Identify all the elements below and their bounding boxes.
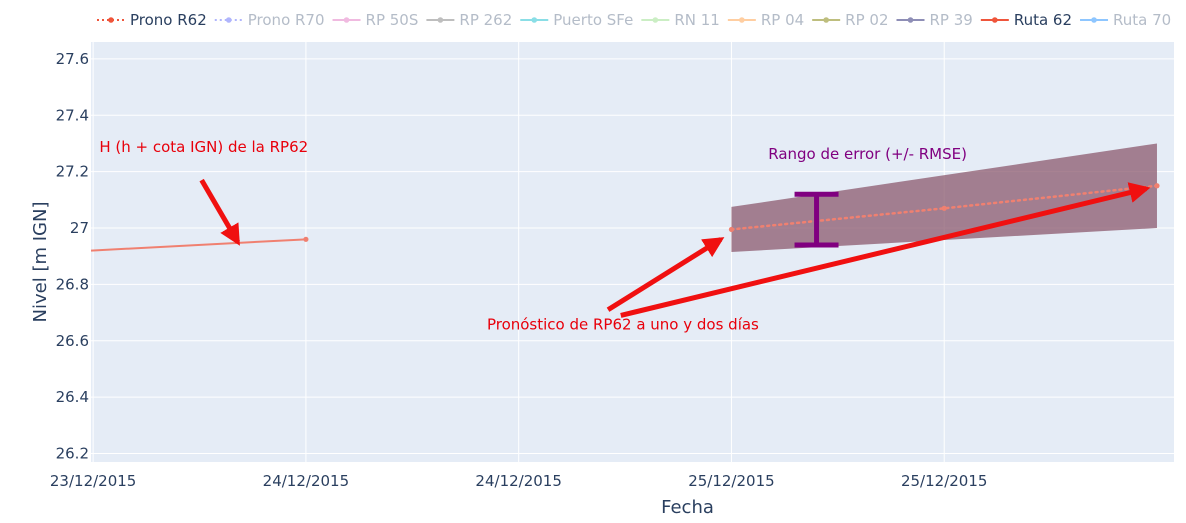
series-line-ruta-62 <box>90 238 306 252</box>
x-tick-label: 24/12/2015 <box>263 472 349 490</box>
legend-item[interactable]: RP 50S <box>332 11 419 29</box>
data-point <box>303 236 309 242</box>
annotation-arrow <box>620 182 1151 318</box>
y-tick-label: 27 <box>70 219 89 237</box>
legend-item[interactable]: Prono R62 <box>97 11 207 29</box>
legend-label: Prono R70 <box>248 11 325 29</box>
legend-swatch-marker <box>1091 17 1097 23</box>
legend-label: RP 262 <box>459 11 512 29</box>
x-tick-label: 23/12/2015 <box>50 472 136 490</box>
annotation-text: H (h + cota IGN) de la RP62 <box>99 138 308 156</box>
legend-item[interactable]: RP 04 <box>727 11 804 29</box>
annotation-arrow <box>199 178 240 246</box>
y-tick-label: 26.8 <box>56 275 89 293</box>
legend-swatch-marker <box>225 17 232 23</box>
legend-label: Ruta 70 <box>1113 11 1171 29</box>
error-band <box>731 143 1157 252</box>
legend-item[interactable]: Ruta 62 <box>980 11 1072 29</box>
series-line-prono-r62 <box>730 184 1159 231</box>
legend-swatch-marker <box>652 17 659 23</box>
x-axis-title: Fecha <box>661 497 714 518</box>
legend-label: RN 11 <box>674 11 720 29</box>
legend-swatch-marker <box>739 17 745 23</box>
y-tick-label: 26.6 <box>56 332 89 350</box>
legend-label: RP 02 <box>845 11 888 29</box>
legend-swatch-marker <box>343 17 350 23</box>
legend-swatch-marker <box>108 17 114 23</box>
y-tick-label: 27.4 <box>56 106 89 124</box>
x-tick-label: 25/12/2015 <box>901 472 987 490</box>
x-tick-label: 24/12/2015 <box>475 472 561 490</box>
x-tick-label: 25/12/2015 <box>688 472 774 490</box>
legend-item[interactable]: RN 11 <box>641 11 720 29</box>
legend-swatch-marker <box>531 17 538 23</box>
data-point <box>941 205 947 211</box>
legend-label: RP 50S <box>366 11 419 29</box>
legend-item[interactable]: RP 39 <box>896 11 973 29</box>
legend-swatch-marker <box>992 17 998 23</box>
data-point <box>728 226 735 233</box>
legend-item[interactable]: Puerto SFe <box>520 11 633 29</box>
legend-item[interactable]: Ruta 70 <box>1080 11 1171 29</box>
plot-background <box>91 42 1174 462</box>
y-tick-label: 27.2 <box>56 163 89 181</box>
annotation-text: Rango de error (+/- RMSE) <box>768 145 967 163</box>
legend-label: RP 39 <box>930 11 973 29</box>
annotation-text: Pronóstico de RP62 a uno y dos días <box>487 316 759 334</box>
legend-item[interactable]: RP 02 <box>812 11 889 29</box>
legend-swatch-marker <box>437 17 444 23</box>
y-tick-label: 26.2 <box>56 445 89 463</box>
legend-label: Ruta 62 <box>1014 11 1072 29</box>
legend-label: Prono R62 <box>130 11 207 29</box>
y-axis-title: Nivel [m IGN] <box>30 202 51 323</box>
y-tick-label: 26.4 <box>56 388 89 406</box>
legend-item[interactable]: RP 262 <box>426 11 512 29</box>
data-point <box>1154 183 1160 189</box>
legend-item[interactable]: Prono R70 <box>214 11 325 29</box>
legend-label: Puerto SFe <box>553 11 633 29</box>
y-tick-label: 27.6 <box>56 50 89 68</box>
legend-swatch-marker <box>907 17 914 23</box>
legend-label: RP 04 <box>761 11 804 29</box>
annotation-arrow <box>606 237 725 312</box>
legend-swatch-marker <box>823 17 829 23</box>
